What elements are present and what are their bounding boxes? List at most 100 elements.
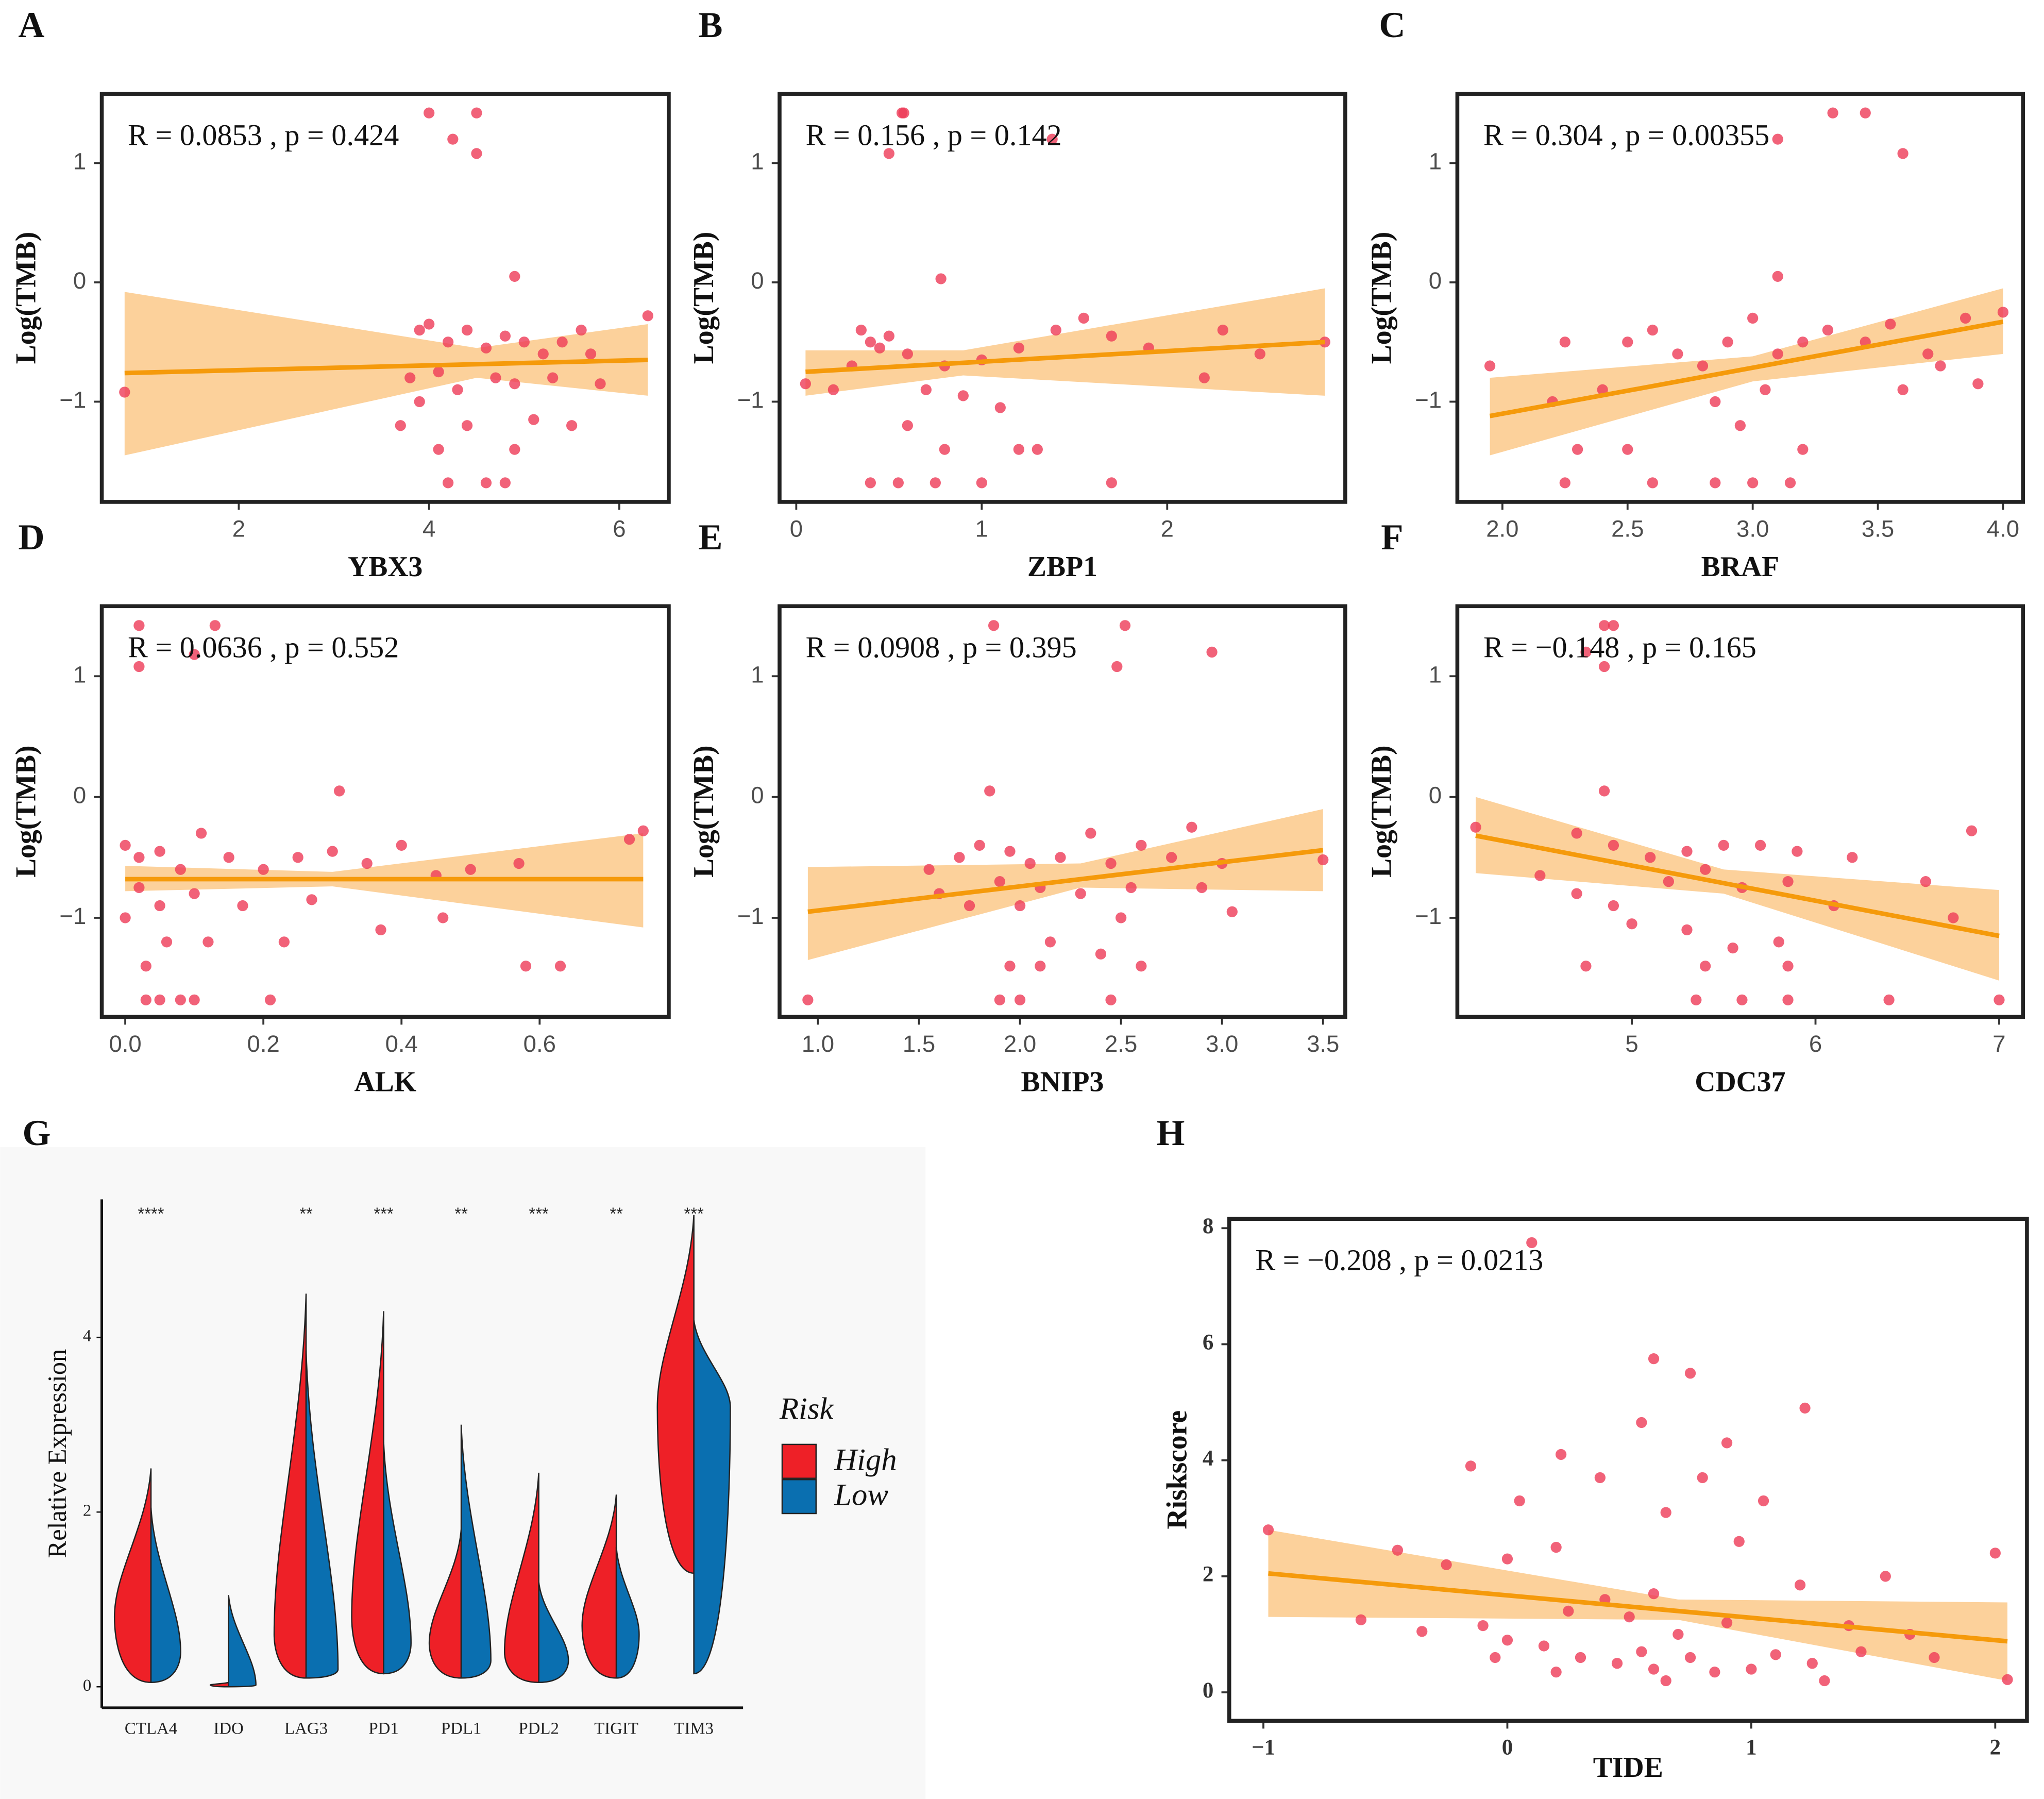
point bbox=[1747, 477, 1759, 489]
point bbox=[1860, 107, 1871, 119]
point bbox=[1772, 271, 1783, 282]
point bbox=[1997, 307, 2009, 318]
point bbox=[395, 420, 406, 431]
point bbox=[120, 912, 131, 923]
confidence-band bbox=[805, 288, 1325, 396]
point bbox=[1626, 918, 1637, 930]
point bbox=[939, 444, 950, 455]
point bbox=[1032, 444, 1043, 455]
violin-half bbox=[113, 1468, 152, 1684]
fit-line bbox=[1475, 833, 2000, 938]
y-tick-label: 0 bbox=[73, 782, 86, 809]
significance: *** bbox=[374, 1204, 394, 1223]
fit-line bbox=[805, 340, 1325, 375]
point bbox=[595, 378, 606, 390]
point bbox=[1736, 994, 1748, 1005]
point bbox=[1206, 646, 1218, 658]
point bbox=[140, 994, 151, 1005]
point bbox=[1697, 1472, 1708, 1484]
point bbox=[133, 661, 145, 672]
significance: ** bbox=[299, 1204, 313, 1223]
point bbox=[1754, 839, 1766, 851]
point bbox=[1989, 1548, 2001, 1559]
x-tick-label: IDO bbox=[213, 1719, 243, 1738]
x-tick-label: CTLA4 bbox=[125, 1719, 177, 1738]
point bbox=[1660, 1675, 1671, 1687]
point bbox=[898, 107, 909, 119]
x-tick-label: PD1 bbox=[368, 1719, 398, 1738]
point bbox=[1470, 821, 1481, 833]
violin-half bbox=[351, 1311, 384, 1675]
y-axis-label: Relative Expression bbox=[43, 1349, 72, 1558]
legend-swatch bbox=[781, 1478, 817, 1515]
y-tick-label: 1 bbox=[1429, 661, 1442, 687]
point bbox=[1014, 994, 1026, 1005]
plot-frame bbox=[1227, 1217, 2029, 1723]
panel-label: G bbox=[22, 1113, 50, 1153]
point bbox=[1490, 1652, 1501, 1663]
point bbox=[461, 420, 473, 431]
y-tick-label: −1 bbox=[59, 903, 86, 929]
point bbox=[1106, 330, 1117, 342]
point bbox=[1116, 912, 1127, 923]
y-tick-label: 0 bbox=[1203, 1678, 1214, 1703]
point bbox=[957, 390, 969, 401]
point bbox=[1571, 828, 1582, 839]
y-tick-label: 1 bbox=[73, 148, 86, 174]
point bbox=[1647, 324, 1658, 336]
point bbox=[1075, 888, 1086, 899]
point bbox=[1580, 961, 1592, 972]
y-tick-label: 2 bbox=[83, 1502, 91, 1520]
point bbox=[1799, 1402, 1811, 1414]
point bbox=[499, 330, 511, 342]
point bbox=[1794, 1579, 1806, 1591]
point bbox=[1681, 846, 1693, 857]
point bbox=[223, 852, 234, 863]
point bbox=[1050, 324, 1061, 336]
point bbox=[1722, 337, 1733, 348]
point bbox=[576, 324, 587, 336]
confidence-band bbox=[124, 292, 648, 456]
violin-half bbox=[615, 1546, 640, 1679]
point bbox=[1797, 444, 1809, 455]
point bbox=[637, 825, 649, 836]
annotation: R = 0.0908 , p = 0.395 bbox=[806, 631, 1077, 664]
y-axis-label: Log(TMB) bbox=[10, 232, 42, 364]
plot-frame bbox=[778, 92, 1347, 504]
x-tick-label: TIM3 bbox=[674, 1719, 714, 1738]
x-tick-label: 1 bbox=[1746, 1736, 1757, 1760]
annotation: R = −0.208 , p = 0.0213 bbox=[1255, 1243, 1543, 1277]
x-tick-label: 2.5 bbox=[1611, 516, 1644, 542]
y-tick-label: −1 bbox=[1415, 386, 1442, 413]
x-axis-label: ZBP1 bbox=[1027, 551, 1097, 583]
point bbox=[465, 864, 476, 875]
panel-label: A bbox=[18, 5, 44, 45]
point bbox=[133, 620, 145, 631]
x-tick-label: 0.6 bbox=[523, 1031, 556, 1057]
point bbox=[1897, 384, 1908, 395]
point bbox=[461, 324, 473, 336]
panel-label: D bbox=[18, 517, 44, 558]
point bbox=[1822, 324, 1834, 336]
violin-half bbox=[538, 1582, 569, 1684]
point bbox=[1198, 372, 1210, 383]
point bbox=[1681, 924, 1693, 936]
point bbox=[1929, 1652, 1940, 1663]
point bbox=[800, 378, 811, 390]
point bbox=[902, 420, 913, 431]
violin-half bbox=[209, 1681, 229, 1688]
violin-half bbox=[428, 1529, 462, 1679]
point bbox=[1684, 1652, 1696, 1663]
point bbox=[509, 378, 520, 390]
point bbox=[278, 936, 290, 948]
point bbox=[264, 994, 276, 1005]
point bbox=[1078, 312, 1089, 324]
x-tick-label: 3.0 bbox=[1736, 516, 1769, 542]
panel-label: C bbox=[1379, 5, 1405, 45]
point bbox=[566, 420, 578, 431]
point bbox=[1105, 858, 1117, 869]
point bbox=[1897, 148, 1908, 159]
point bbox=[154, 900, 165, 912]
y-tick-label: 0 bbox=[1429, 267, 1442, 294]
x-tick-label: PDL2 bbox=[518, 1719, 559, 1738]
